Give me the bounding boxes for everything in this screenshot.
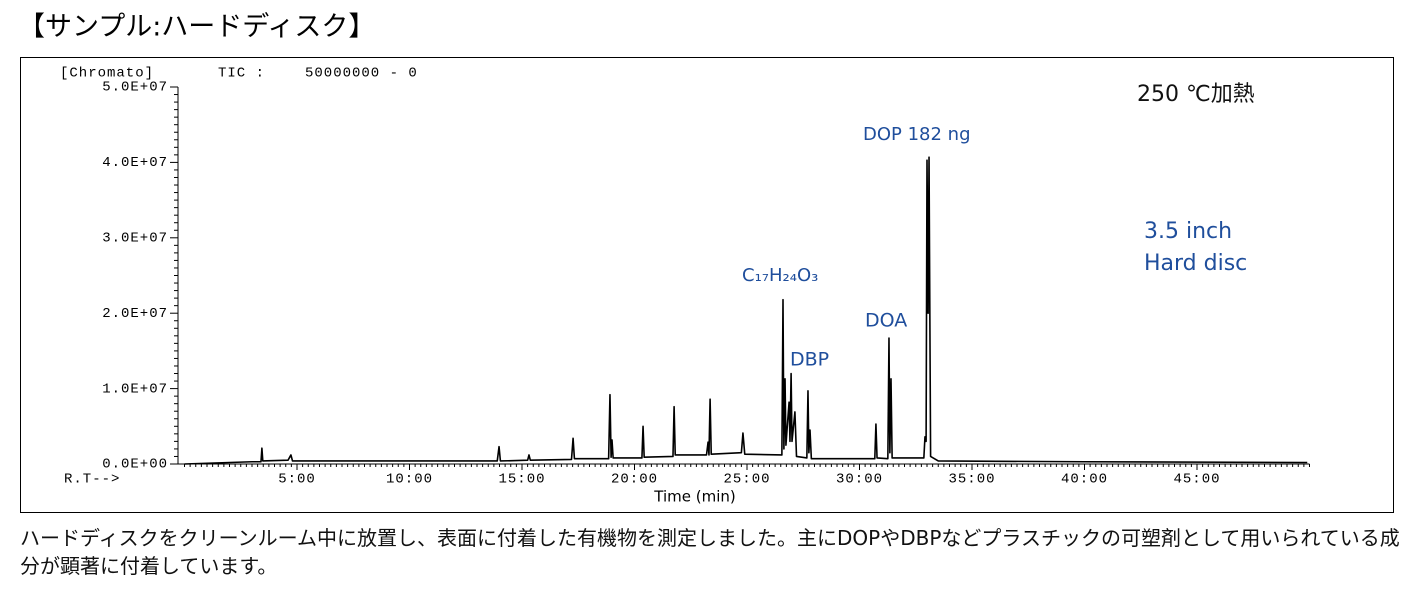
annotation: DBP <box>790 349 829 371</box>
y-tick-label: 3.0E+07 <box>102 231 168 247</box>
y-tick-label: 5.0E+07 <box>102 80 168 96</box>
annotation: Hard disc <box>1144 251 1247 276</box>
y-tick-label: 1.0E+07 <box>102 381 168 397</box>
chromatogram-trace <box>184 156 1308 465</box>
y-tick-label: 4.0E+07 <box>102 155 168 171</box>
x-tick-label: 5:00 <box>278 472 316 488</box>
header-label: [Chromato] <box>60 66 154 82</box>
x-tick-label: 20:00 <box>611 472 658 488</box>
x-tick-label: 30:00 <box>836 472 883 488</box>
chart-frame <box>20 57 1394 513</box>
y-tick-label: 0.0E+00 <box>102 457 168 473</box>
chart: 【サンプル:ハードディスク】 [Chromato] TIC : 50000000… <box>18 12 1394 513</box>
annotation: 3.5 inch <box>1144 219 1232 244</box>
annotation: DOP 182 ng <box>863 124 971 145</box>
x-tick-label: 15:00 <box>498 472 545 488</box>
x-axis-title: Time (min) <box>653 488 735 506</box>
x-tick-label: 25:00 <box>723 472 770 488</box>
x-tick-label: 40:00 <box>1061 472 1108 488</box>
annotation: DOA <box>865 310 907 332</box>
header-range: 50000000 - 0 <box>305 66 418 82</box>
x-axis-prefix: R.T--> <box>64 472 120 488</box>
header-signal: TIC : <box>218 66 265 82</box>
page-title: 【サンプル:ハードディスク】 <box>18 12 375 43</box>
x-tick-label: 10:00 <box>386 472 433 488</box>
y-tick-label: 2.0E+07 <box>102 306 168 322</box>
x-tick-label: 35:00 <box>948 472 995 488</box>
annotation: C₁₇H₂₄O₃ <box>742 265 818 286</box>
description: ハードディスクをクリーンルーム中に放置し、表面に付着した有機物を測定しました。主… <box>20 526 1400 578</box>
x-tick-label: 45:00 <box>1173 472 1220 488</box>
annotation: 250 ℃加熱 <box>1137 82 1255 107</box>
